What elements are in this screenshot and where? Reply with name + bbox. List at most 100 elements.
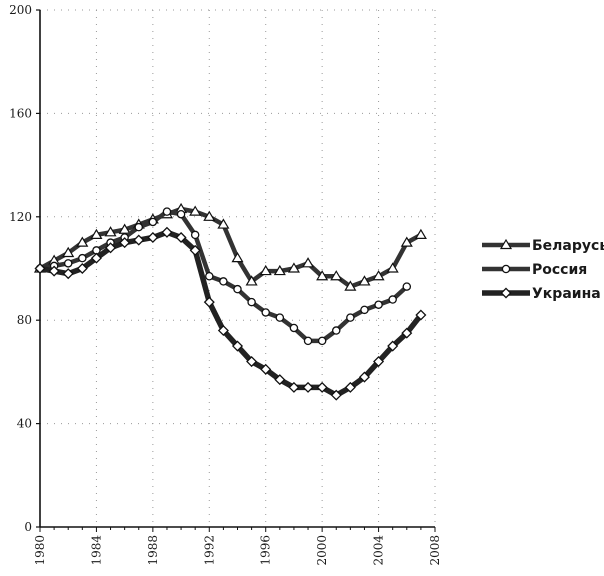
circle-marker — [176, 209, 186, 219]
circle-marker — [134, 222, 143, 232]
diamond-marker — [105, 242, 117, 254]
legend-label: Украина — [532, 286, 601, 302]
diamond-marker — [231, 340, 244, 352]
diamond-marker — [373, 356, 385, 368]
circle-marker — [233, 284, 242, 294]
triangle-marker — [189, 205, 202, 216]
circle-marker — [247, 297, 256, 307]
x-tick-label: 1984 — [89, 535, 103, 566]
diamond-marker — [189, 244, 201, 256]
legend-item: Россия — [482, 262, 587, 278]
x-tick-label: 1988 — [146, 535, 160, 566]
y-tick-label: 160 — [9, 106, 32, 120]
diamond-marker — [330, 389, 342, 401]
circle-marker — [331, 326, 341, 335]
y-tick-label: 120 — [9, 210, 32, 224]
x-tick-label: 1996 — [259, 535, 273, 566]
circle-marker — [219, 277, 228, 286]
circle-marker — [205, 272, 214, 281]
diamond-marker — [62, 268, 74, 280]
diamond-marker — [260, 363, 272, 375]
triangle-marker — [358, 275, 371, 286]
legend-item: Украина — [482, 286, 601, 302]
y-tick-label: 200 — [9, 3, 32, 17]
triangle-marker — [499, 238, 513, 250]
circle-marker — [317, 336, 327, 346]
diamond-marker — [90, 252, 102, 264]
circle-marker — [162, 207, 172, 216]
diamond-marker — [246, 356, 258, 368]
triangle-marker — [301, 257, 315, 268]
circle-marker — [190, 230, 200, 240]
y-tick-label: 0 — [24, 520, 32, 534]
circle-marker — [402, 282, 412, 291]
triangle-marker — [231, 251, 244, 263]
diamond-marker — [274, 374, 286, 386]
series-triangle — [33, 202, 427, 291]
triangle-marker — [62, 246, 75, 258]
triangle-marker — [287, 262, 300, 273]
grid — [40, 9, 436, 527]
circle-marker — [63, 259, 73, 268]
x-tick-label: 2008 — [428, 535, 442, 566]
diamond-marker — [119, 237, 131, 249]
diamond-marker — [203, 296, 215, 308]
circle-marker — [261, 308, 270, 317]
circle-marker — [501, 264, 511, 274]
diamond-marker — [76, 262, 88, 275]
diamond-marker — [48, 265, 60, 277]
series-line — [37, 206, 424, 289]
triangle-marker — [344, 280, 357, 291]
diamond-marker — [344, 381, 356, 393]
diamond-marker — [316, 381, 328, 393]
series-line — [37, 229, 424, 398]
y-tick-label: 80 — [17, 313, 32, 327]
triangle-marker — [414, 228, 427, 239]
triangle-marker — [203, 210, 216, 221]
triangle-marker — [104, 226, 117, 237]
legend-label: Россия — [532, 262, 587, 278]
y-tick-label: 40 — [17, 417, 32, 431]
diamond-marker — [133, 234, 145, 246]
diamond-marker — [401, 327, 413, 339]
series — [33, 202, 427, 401]
circle-marker — [346, 313, 355, 322]
x-tick-label: 1980 — [33, 535, 47, 566]
triangle-marker — [400, 236, 413, 247]
triangle-marker — [372, 270, 385, 281]
circle-marker — [148, 217, 158, 227]
circle-marker — [360, 305, 369, 315]
circle-marker — [275, 313, 285, 322]
triangle-marker — [330, 270, 343, 281]
x-tick-label: 2000 — [315, 535, 329, 566]
circle-marker — [303, 336, 313, 346]
triangle-marker — [316, 270, 329, 281]
triangle-marker — [386, 262, 399, 273]
triangle-marker — [90, 228, 103, 239]
legend: Беларусь Россия Украина — [482, 238, 604, 302]
circle-marker — [374, 300, 383, 309]
diamond-marker — [500, 287, 512, 299]
diamond-marker — [358, 371, 370, 383]
triangle-marker — [259, 264, 272, 276]
diamond-marker — [147, 231, 159, 243]
legend-label: Беларусь — [532, 238, 604, 254]
triangle-marker — [245, 275, 258, 286]
triangle-marker — [76, 236, 89, 247]
series-diamond — [34, 226, 427, 401]
diamond-marker — [415, 309, 427, 321]
x-tick-label: 2004 — [372, 535, 386, 566]
x-tick-label: 1992 — [202, 535, 216, 566]
circle-marker — [289, 323, 299, 333]
triangle-marker — [217, 218, 230, 229]
diamond-marker — [288, 381, 300, 393]
diamond-marker — [217, 325, 229, 337]
circle-marker — [78, 253, 87, 263]
legend-item: Беларусь — [482, 238, 604, 254]
diamond-marker — [302, 381, 314, 393]
diamond-marker — [34, 262, 46, 275]
diamond-marker — [161, 226, 173, 238]
diamond-marker — [387, 340, 399, 352]
